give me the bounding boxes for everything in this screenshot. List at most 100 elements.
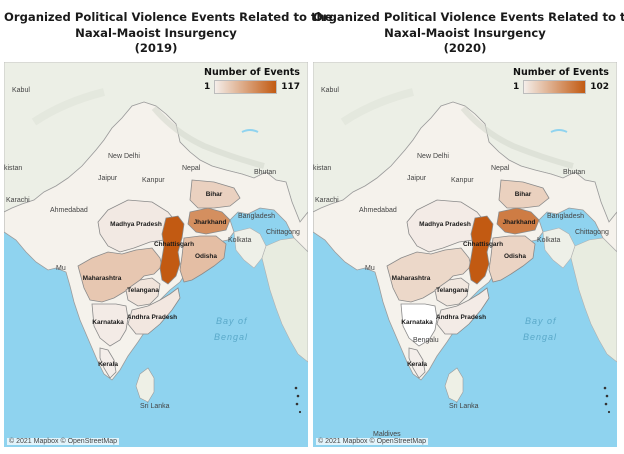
state-label: Andhra Pradesh: [127, 314, 177, 321]
state-label: Telangana: [127, 287, 159, 294]
state-region-kerala[interactable]: [408, 347, 426, 379]
legend-min: 1: [204, 82, 211, 92]
title-line-2: Naxal-Maoist Insurgency: [384, 25, 546, 40]
state-region-odisha[interactable]: [488, 235, 536, 283]
title-line-2: Naxal-Maoist Insurgency: [75, 25, 237, 40]
legend-max: 102: [590, 82, 609, 92]
state-region-maharashtra[interactable]: [77, 247, 163, 303]
place-label: Karachi: [315, 197, 339, 204]
place-label: Kanpur: [142, 177, 165, 184]
legend-title: Number of Events: [204, 67, 300, 78]
place-label: Sri Lanka: [449, 403, 479, 410]
state-region-andhra-pradesh[interactable]: [436, 287, 490, 335]
place-label: Bay of: [525, 316, 557, 326]
state-region-madhya-pradesh[interactable]: [406, 199, 486, 253]
place-label: Bengal: [214, 332, 248, 342]
place-label: Kabul: [321, 87, 339, 94]
state-region-karnataka[interactable]: [400, 303, 438, 347]
title-line-1: Organized Political Violence Events Rela…: [4, 10, 333, 24]
place-label: Kabul: [12, 87, 30, 94]
place-label: New Delhi: [417, 153, 449, 160]
place-label: Bhutan: [563, 169, 585, 176]
choropleth-map[interactable]: Madhya Pradesh Maharashtra Chhattisgarh Jha…: [4, 62, 308, 447]
place-label: Kolkata: [228, 237, 251, 244]
state-label: Karnataka: [92, 319, 124, 326]
legend: Number of Events 1 102: [513, 67, 609, 94]
state-label: Kerala: [407, 361, 427, 368]
place-label: Bangladesh: [547, 213, 584, 220]
state-label: Maharashtra: [392, 275, 431, 282]
state-region-bihar[interactable]: [498, 179, 550, 209]
place-label: Bangladesh: [238, 213, 275, 220]
place-label: Nepal: [491, 165, 510, 172]
place-label: Kanpur: [451, 177, 474, 184]
place-label: Mu: [365, 265, 375, 272]
place-label: kistan: [313, 165, 331, 172]
choropleth-map[interactable]: Madhya Pradesh Maharashtra Chhattisgarh Jha…: [313, 62, 617, 447]
title-line-1: Organized Political Violence Events Rela…: [313, 10, 624, 24]
state-region-chhattisgarh[interactable]: [468, 215, 494, 285]
state-label: Madhya Pradesh: [419, 221, 471, 228]
place-label: Bengal: [523, 332, 557, 342]
legend-min: 1: [513, 82, 520, 92]
map-attribution[interactable]: © 2021 Mapbox © OpenStreetMap: [7, 438, 119, 445]
state-label: Odisha: [195, 253, 217, 260]
state-region-odisha[interactable]: [179, 235, 227, 283]
state-label: Chhattisgarh: [154, 241, 194, 248]
state-label: Telangana: [436, 287, 468, 294]
state-label: Bihar: [206, 191, 223, 198]
state-label: Chhattisgarh: [463, 241, 503, 248]
legend-title: Number of Events: [513, 67, 609, 78]
map-title: Organized Political Violence Events Rela…: [4, 10, 333, 57]
state-label: Maharashtra: [83, 275, 122, 282]
state-label: Madhya Pradesh: [110, 221, 162, 228]
state-region-jharkhand[interactable]: [187, 207, 231, 235]
place-label: Sri Lanka: [140, 403, 170, 410]
state-region-bihar[interactable]: [189, 179, 241, 209]
state-label: Kerala: [98, 361, 118, 368]
map-title: Organized Political Violence Events Rela…: [313, 10, 624, 57]
place-label: Jaipur: [98, 175, 118, 182]
map-attribution[interactable]: © 2021 Mapbox © OpenStreetMap: [316, 438, 428, 445]
state-region-telangana[interactable]: [125, 277, 161, 307]
state-region-chhattisgarh[interactable]: [159, 215, 185, 285]
place-label: Kolkata: [537, 237, 560, 244]
place-label: Bay of: [216, 316, 248, 326]
place-label: Nepal: [182, 165, 201, 172]
state-label: Jharkhand: [194, 219, 227, 226]
place-label: New Delhi: [108, 153, 140, 160]
state-label: Bihar: [515, 191, 532, 198]
state-region-jharkhand[interactable]: [496, 207, 540, 235]
map-panel-2020: Organized Political Violence Events Rela…: [313, 0, 624, 454]
place-label: Karachi: [6, 197, 30, 204]
state-label: Odisha: [504, 253, 526, 260]
place-label: Ahmedabad: [359, 207, 397, 214]
state-region-madhya-pradesh[interactable]: [97, 199, 177, 253]
state-region-kerala[interactable]: [99, 347, 117, 379]
state-region-karnataka[interactable]: [91, 303, 129, 347]
map-canvas[interactable]: Madhya Pradesh Maharashtra Chhattisgarh Jha…: [4, 62, 308, 447]
state-label: Jharkhand: [503, 219, 536, 226]
legend-max: 117: [281, 82, 300, 92]
legend: Number of Events 1 117: [204, 67, 300, 94]
place-label: Jaipur: [407, 175, 427, 182]
place-label: Bhutan: [254, 169, 276, 176]
place-label: Ahmedabad: [50, 207, 88, 214]
map-panel-2019: Organized Political Violence Events Rela…: [4, 0, 333, 454]
state-label: Karnataka: [401, 319, 433, 326]
map-canvas[interactable]: Madhya Pradesh Maharashtra Chhattisgarh Jha…: [313, 62, 617, 447]
state-region-telangana[interactable]: [434, 277, 470, 307]
place-label: Chittagong: [266, 229, 300, 236]
title-line-3: (2020): [443, 41, 487, 55]
place-label: Mu: [56, 265, 66, 272]
legend-color-scale: [214, 80, 278, 94]
title-line-3: (2019): [134, 41, 178, 55]
place-label: kistan: [4, 165, 22, 172]
place-label: Chittagong: [575, 229, 609, 236]
legend-color-scale: [523, 80, 587, 94]
state-region-andhra-pradesh[interactable]: [127, 287, 181, 335]
state-region-maharashtra[interactable]: [386, 247, 472, 303]
place-label: Maldives: [373, 431, 401, 438]
place-label: Bengalu: [413, 337, 439, 344]
state-label: Andhra Pradesh: [436, 314, 486, 321]
